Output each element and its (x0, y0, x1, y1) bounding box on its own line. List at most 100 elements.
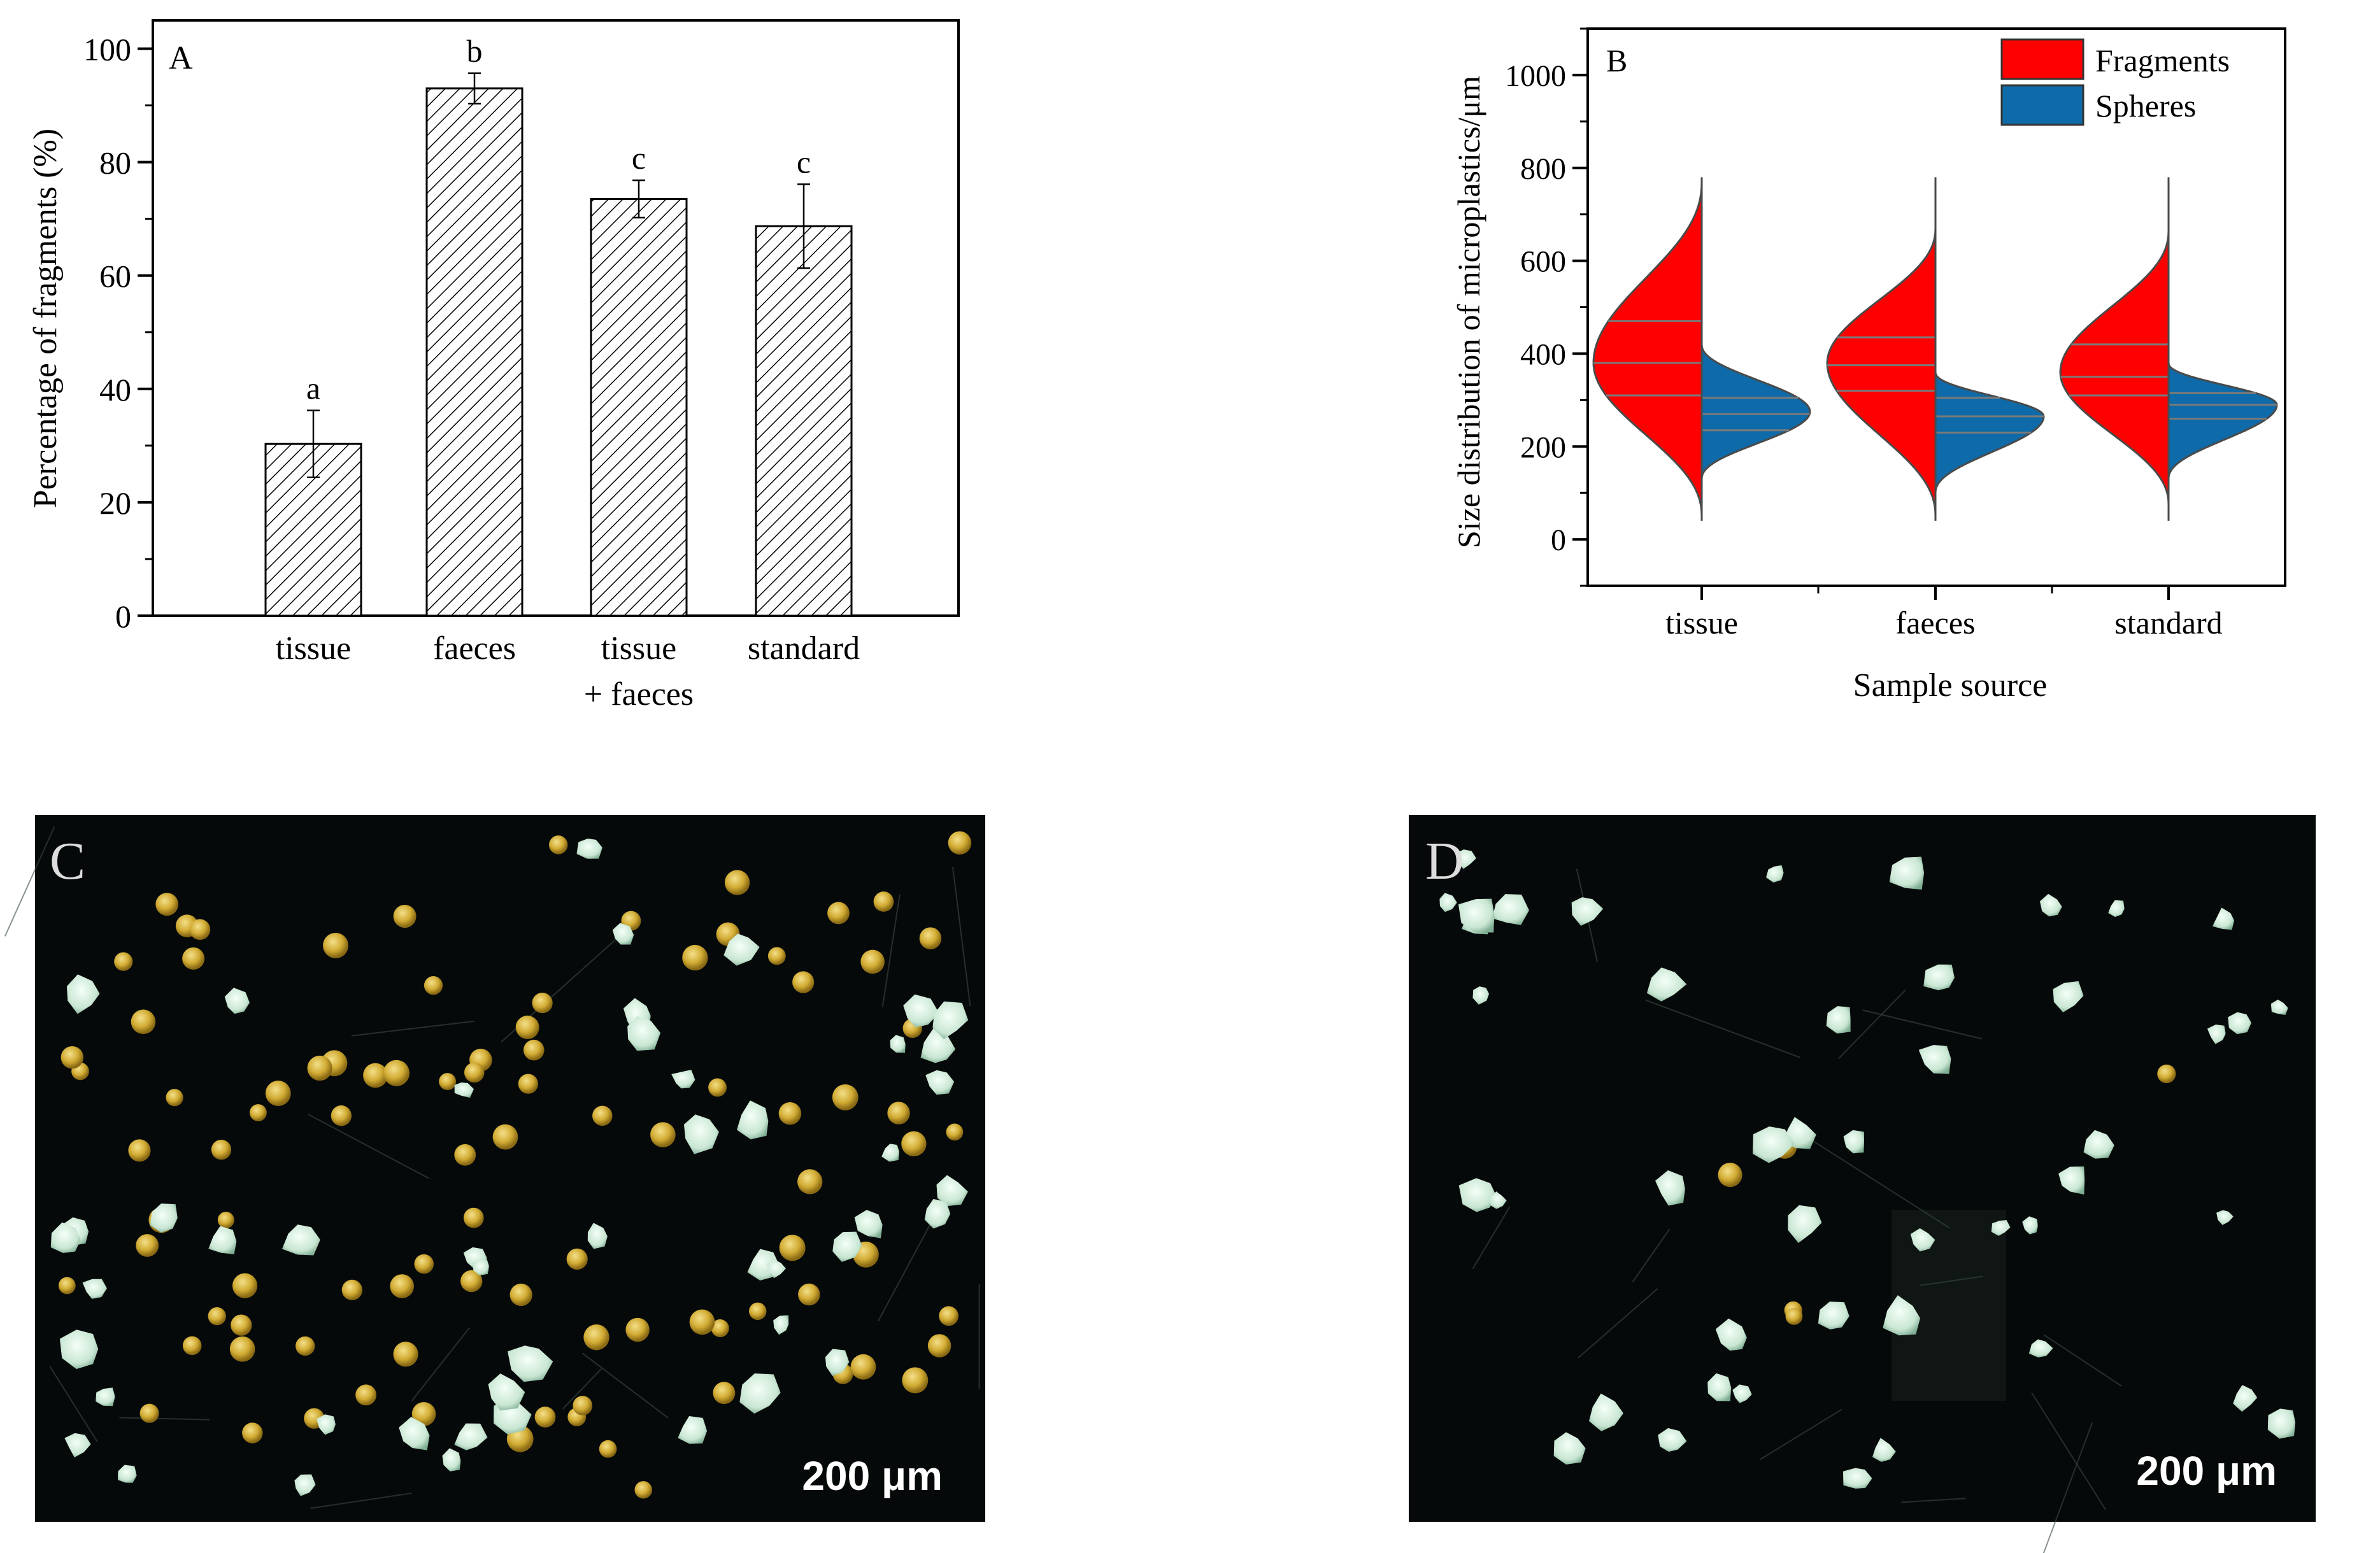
fiber (1760, 1408, 1842, 1460)
fragment-particle (1788, 1205, 1822, 1244)
panel-c-particles (50, 831, 972, 1499)
sphere-particle (939, 1306, 958, 1326)
fiber (310, 1493, 412, 1509)
fragment-particle (773, 1315, 789, 1335)
fragment-particle (2039, 893, 2062, 917)
fragment-particle (924, 1198, 951, 1229)
fragment-particle (587, 1223, 608, 1249)
sphere-particle (682, 944, 708, 971)
bar-tissue (590, 198, 688, 617)
sphere-particle (393, 905, 417, 928)
sphere-particle (832, 1084, 859, 1110)
sphere-particle (509, 1283, 532, 1307)
sphere-particle (1718, 1163, 1742, 1188)
fragment-particle (64, 1433, 91, 1457)
fiber (1645, 999, 1800, 1058)
sphere-particle (827, 902, 850, 925)
sphere-particle (58, 1277, 76, 1294)
panel-c-scale-bar: 200 μm (802, 1453, 943, 1499)
sphere-particle (363, 1063, 388, 1088)
fragment-particle (683, 1114, 719, 1154)
sphere-particle (887, 1102, 910, 1124)
fragment-particle (2233, 1385, 2258, 1412)
fiber (1920, 1275, 1983, 1286)
panel-d-micrograph: D 200 μm (1409, 815, 2316, 1553)
sphere-particle (708, 1078, 727, 1097)
sphere-particle (724, 870, 750, 895)
fiber (49, 1365, 98, 1442)
x-category-label: tissue (276, 630, 351, 667)
fragment-particle (1910, 1228, 1935, 1252)
sphere-particle (454, 1144, 476, 1166)
sphere-particle (625, 1317, 650, 1342)
fragment-particle (627, 1016, 661, 1051)
y-tick-label: 60 (99, 259, 131, 294)
fragment-particle (1923, 964, 1955, 991)
fragment-particle (2028, 1339, 2053, 1358)
fragment-particle (150, 1203, 178, 1233)
fragment-particle (1889, 856, 1925, 890)
fragment-particle (881, 1144, 899, 1162)
sphere-particle (948, 831, 972, 855)
sphere-particle (767, 947, 786, 965)
fragment-particle (832, 1231, 862, 1262)
fragment-particle (671, 1069, 695, 1089)
sphere-particle (131, 1009, 156, 1034)
sphere-particle (919, 927, 942, 949)
panel-b-legend: Fragments Spheres (2000, 38, 2230, 126)
sphere-particle (2157, 1064, 2176, 1084)
sphere-particle (778, 1102, 802, 1125)
fragment-particle (2022, 1216, 2038, 1235)
sphere-particle (189, 919, 211, 940)
violin-fragments-standard (2059, 230, 2170, 505)
fragment-particle (1472, 986, 1490, 1005)
fiber (2043, 1334, 2122, 1387)
fragment-particle (736, 1100, 769, 1140)
fragment-particle (1752, 1126, 1795, 1163)
fragment-particle (1883, 1295, 1921, 1336)
sphere-particle (341, 1279, 362, 1301)
fragment-particle (890, 1035, 906, 1053)
fragment-particle (932, 1001, 969, 1040)
fragment-particle (281, 1224, 320, 1256)
panel-d-scale-bar: 200 μm (2136, 1448, 2277, 1494)
fragment-particle (1589, 1393, 1624, 1431)
fragment-particle (294, 1474, 316, 1496)
fiber (1578, 1288, 1658, 1359)
sphere-particle (414, 1254, 434, 1274)
panel-c-fibers (4, 826, 980, 1509)
sphere-particle (713, 1382, 736, 1405)
sphere-particle (460, 1270, 483, 1293)
sphere-particle (217, 1212, 234, 1229)
sphere-particle (242, 1422, 263, 1443)
sphere-particle (599, 1440, 617, 1458)
sphere-particle (583, 1324, 609, 1351)
sphere-particle (390, 1274, 414, 1298)
fragment-particle (766, 1259, 787, 1279)
fragment-particle (612, 923, 634, 945)
fiber (351, 1020, 475, 1037)
sphere-particle (128, 1139, 151, 1162)
x-category-label: tissue (1665, 605, 1738, 641)
sphere-particle (902, 1367, 929, 1394)
x-category-label: standard (748, 630, 860, 667)
fragment-particle (1571, 897, 1604, 926)
fragment-particle (678, 1415, 708, 1444)
sphere-particle (229, 1336, 255, 1362)
y-tick-label: 600 (1520, 245, 1566, 279)
fragment-particle (59, 1330, 99, 1370)
fiber (4, 826, 55, 937)
fragment-particle (117, 1464, 137, 1483)
fragment-particle (925, 1070, 955, 1095)
x-category-label: standard (2114, 605, 2222, 641)
sphere-particle (946, 1123, 964, 1141)
fragment-particle (723, 933, 760, 966)
fragment-particle (224, 988, 250, 1014)
fragment-particle (2267, 1408, 2296, 1439)
fiber (581, 1352, 669, 1419)
fragment-particle (1439, 893, 1457, 912)
fragment-particle (2212, 907, 2235, 930)
fragment-particle (854, 1210, 883, 1238)
sphere-particle (779, 1235, 806, 1261)
sphere-particle (323, 933, 349, 959)
